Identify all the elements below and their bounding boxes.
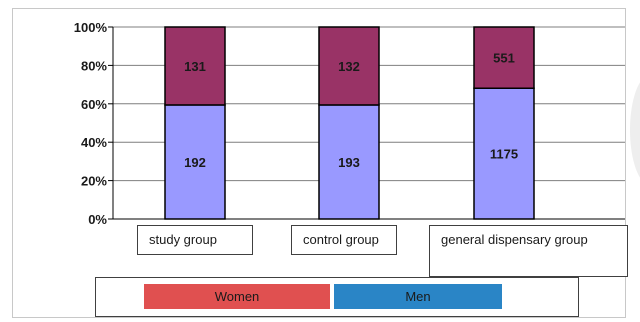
chart-frame [12, 8, 626, 318]
y-tick-label: 80% [81, 58, 107, 73]
legend-item-men: Men [334, 284, 502, 309]
y-axis-ticks: 0% 20% 40% 60% 80% 100% [74, 20, 113, 227]
legend: Women Men [95, 277, 579, 317]
bar-segment-women [318, 26, 380, 106]
bar-segment-women [473, 26, 535, 89]
legend-item-women: Women [144, 284, 330, 309]
category-label: study group [137, 225, 253, 255]
bar-segment-women [164, 26, 226, 106]
bar-segment-men [164, 104, 226, 220]
data-label: 192 [184, 155, 206, 170]
y-tick-label: 40% [81, 135, 107, 150]
data-label: 551 [493, 51, 515, 66]
data-labels: 192 131 193 132 1175 551 [184, 51, 518, 170]
bar-segment-men [473, 87, 535, 220]
data-label: 193 [338, 155, 360, 170]
y-tick-label: 60% [81, 97, 107, 112]
background-circle-decoration [630, 75, 640, 185]
category-label: general dispensary group [429, 225, 628, 277]
bars [164, 26, 535, 220]
bar-segment-men [318, 104, 380, 220]
category-label: control group [291, 225, 397, 255]
y-tick-label: 0% [88, 212, 107, 227]
data-label: 1175 [490, 147, 518, 162]
data-label: 132 [338, 59, 360, 74]
y-tick-label: 20% [81, 174, 107, 189]
y-tick-label: 100% [74, 20, 108, 35]
data-label: 131 [184, 59, 206, 74]
